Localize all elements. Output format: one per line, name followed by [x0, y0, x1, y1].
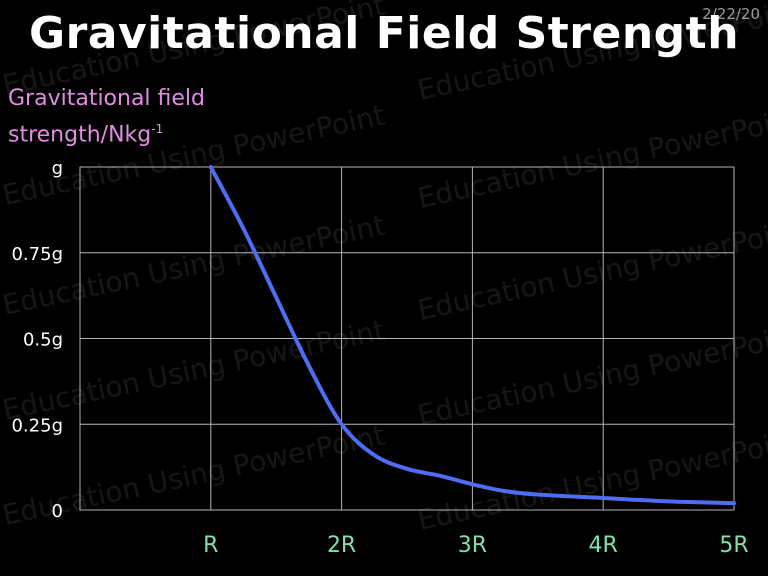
y-axis-label-exponent: -1 — [151, 122, 164, 136]
y-tick-label: 0.5g — [23, 330, 63, 351]
x-tick-label: 3R — [458, 533, 487, 558]
watermark-text: Education Using PowerPoint — [415, 0, 768, 107]
x-tick-label: R — [203, 533, 218, 558]
chart-grid — [79, 166, 735, 511]
watermark-text: Education Using PowerPoint — [415, 319, 768, 432]
y-axis-label: Gravitational field strength/Nkg-1 — [8, 84, 205, 150]
y-tick-label: g — [52, 158, 63, 179]
slide-date: 2/22/20 — [702, 5, 760, 23]
field-strength-curve — [208, 165, 736, 506]
watermark-text: Education Using PowerPoint — [0, 0, 388, 102]
y-axis-label-line1: Gravitational field — [8, 86, 206, 111]
y-tick-label: 0.75g — [11, 244, 63, 265]
x-tick-label: 2R — [327, 533, 356, 558]
y-axis-label-line2: strength/Nkg — [8, 122, 152, 148]
watermark-text: Education Using PowerPoint — [0, 99, 388, 212]
watermark-text: Education Using PowerPoint — [415, 102, 768, 215]
slide-title: Gravitational Field Strength — [28, 8, 740, 59]
x-tick-labels: R 2R 3R 4R 5R — [203, 533, 748, 558]
watermark-layer: Education Using PowerPoint Education Usin… — [0, 0, 768, 537]
watermark-text: Education Using PowerPoint — [415, 214, 768, 327]
y-tick-labels: 0 0.25g 0.5g 0.75g g — [11, 158, 63, 522]
watermark-text: Education Using PowerPoint — [0, 209, 388, 322]
watermark-text: Education Using PowerPoint — [415, 424, 768, 537]
x-tick-label: 4R — [589, 533, 618, 558]
x-tick-label: 5R — [719, 533, 748, 558]
series-layer — [208, 165, 736, 506]
y-tick-label: 0 — [52, 501, 63, 522]
y-tick-label: 0.25g — [11, 415, 63, 436]
